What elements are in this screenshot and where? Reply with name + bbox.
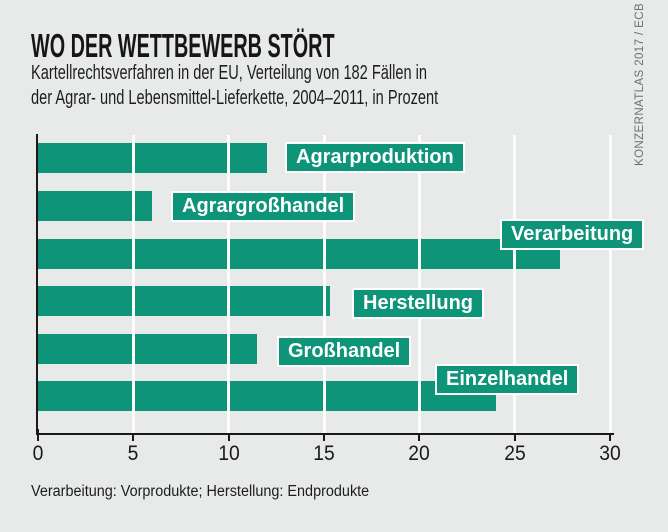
chart-title: WO DER WETTBEWERB STÖRT	[31, 27, 335, 64]
chart-subtitle-line2: der Agrar- und Lebensmittel-Lieferkette,…	[31, 87, 439, 109]
gridline-30	[608, 135, 612, 433]
bar-label-verarbeitung: Verarbeitung	[500, 219, 645, 250]
bar-verarbeitung	[38, 238, 561, 269]
x-tick-15	[323, 429, 325, 441]
x-tick-10	[227, 429, 230, 441]
gridline-25	[513, 135, 517, 433]
bar-einzelhandel	[38, 381, 496, 411]
x-tick-label-5: 5	[127, 442, 139, 465]
bar-agrarproduktion	[38, 143, 267, 173]
bar-label-herstellung: Herstellung	[352, 288, 485, 319]
bar-herstellung	[38, 286, 330, 316]
chart-subtitle-line1: Kartellrechtsverfahren in der EU, Vertei…	[31, 62, 428, 84]
x-tick-label-25: 25	[503, 442, 526, 465]
x-tick-25	[513, 429, 516, 441]
x-tick-20	[418, 429, 421, 441]
x-tick-label-30: 30	[599, 442, 621, 465]
x-tick-30	[609, 429, 611, 441]
gridline-20	[417, 135, 421, 433]
x-tick-5	[132, 429, 135, 441]
bar-label-agrarproduktion: Agrarproduktion	[285, 142, 465, 173]
x-axis-line	[36, 433, 614, 435]
x-tick-label-10: 10	[217, 442, 240, 465]
gridline-10	[227, 135, 231, 433]
y-axis-line	[36, 134, 38, 435]
footnote: Verarbeitung: Vorprodukte; Herstellung: …	[31, 483, 370, 500]
bar-agrargrosshandel	[38, 191, 153, 221]
gridline-15	[322, 135, 326, 433]
bar-label-einzelhandel: Einzelhandel	[435, 364, 580, 395]
gridline-5	[131, 135, 135, 433]
bar-label-agrargrosshandel: Agrargroßhandel	[171, 191, 356, 222]
x-tick-label-15: 15	[313, 442, 335, 465]
source-credit: KONZERNATLAS 2017 / ECB	[634, 2, 646, 166]
x-tick-label-20: 20	[408, 442, 431, 465]
bar-chart-plot-area	[38, 135, 612, 433]
x-tick-label-0: 0	[32, 442, 44, 465]
bar-grosshandel	[38, 333, 258, 364]
bar-label-grosshandel: Großhandel	[277, 336, 412, 367]
x-tick-0	[37, 429, 39, 441]
